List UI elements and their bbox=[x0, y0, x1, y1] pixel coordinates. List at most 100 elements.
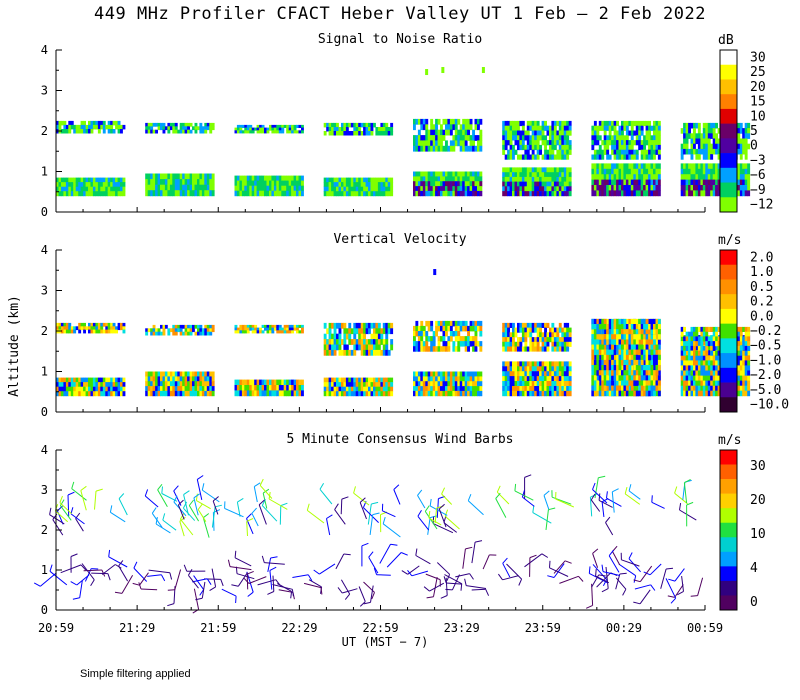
heat-cell bbox=[742, 190, 746, 197]
heat-cell bbox=[236, 185, 240, 192]
heat-cell bbox=[447, 371, 451, 377]
heat-cell bbox=[737, 390, 741, 397]
heat-cell bbox=[635, 149, 639, 155]
heat-cell bbox=[413, 381, 416, 387]
heat-cell bbox=[621, 390, 624, 397]
heat-cell bbox=[187, 184, 190, 191]
heat-cell bbox=[160, 179, 163, 186]
heat-cell bbox=[145, 371, 149, 377]
heat-cell bbox=[377, 339, 381, 345]
heat-cell bbox=[688, 122, 691, 129]
heat-cell bbox=[601, 163, 605, 170]
heat-cell bbox=[640, 130, 644, 136]
heat-cell bbox=[534, 371, 538, 377]
heat-cell bbox=[531, 337, 535, 343]
heat-cell bbox=[291, 379, 294, 386]
heat-cell bbox=[112, 129, 116, 134]
heat-cell bbox=[707, 190, 711, 197]
heat-cell bbox=[630, 380, 634, 386]
heat-cell bbox=[715, 168, 718, 175]
heat-cell bbox=[145, 376, 149, 382]
heat-cell bbox=[80, 182, 84, 188]
heat-cell bbox=[693, 168, 696, 175]
heat-cell bbox=[454, 124, 458, 131]
heat-cell bbox=[608, 390, 612, 397]
heat-cell bbox=[387, 386, 391, 392]
heat-cell bbox=[68, 191, 72, 197]
heat-cell bbox=[326, 386, 330, 392]
heat-cell bbox=[625, 140, 629, 146]
heat-cell bbox=[707, 380, 711, 387]
heat-cell bbox=[606, 168, 610, 175]
heat-cell bbox=[625, 370, 629, 376]
heat-cell bbox=[459, 176, 463, 182]
heat-cell bbox=[625, 163, 629, 170]
heat-cell bbox=[90, 191, 94, 197]
heat-cell bbox=[744, 350, 748, 356]
heat-cell bbox=[638, 125, 642, 131]
heat-cell bbox=[655, 163, 659, 170]
heat-cell bbox=[524, 366, 528, 372]
heat-cell bbox=[717, 190, 721, 197]
heat-cell bbox=[650, 354, 654, 361]
colorbar-swatch bbox=[720, 167, 737, 183]
heat-cell bbox=[298, 124, 302, 128]
heat-cell bbox=[653, 185, 656, 191]
heat-cell bbox=[107, 377, 111, 383]
heat-cell bbox=[97, 326, 101, 331]
heat-cell bbox=[509, 346, 513, 352]
heat-cell bbox=[680, 190, 684, 197]
heat-cell bbox=[462, 320, 466, 327]
heat-cell bbox=[507, 346, 510, 352]
wind-barb bbox=[248, 576, 267, 584]
wind-barb-feather bbox=[628, 552, 633, 559]
heat-cell bbox=[341, 349, 344, 356]
heat-cell bbox=[350, 122, 354, 128]
heat-cell bbox=[425, 320, 429, 327]
heat-cell bbox=[380, 391, 384, 397]
heat-cell bbox=[744, 331, 748, 337]
heat-cell bbox=[593, 120, 597, 127]
heat-cell bbox=[422, 386, 426, 392]
heat-cell bbox=[266, 324, 270, 328]
heat-cell bbox=[546, 322, 550, 328]
heat-cell bbox=[355, 391, 359, 397]
heat-cell bbox=[623, 179, 627, 186]
heat-cell bbox=[184, 190, 188, 197]
heat-cell bbox=[97, 382, 101, 388]
heat-cell bbox=[197, 331, 200, 336]
heat-cell bbox=[467, 331, 470, 337]
heat-cell bbox=[150, 184, 154, 191]
heat-cell bbox=[702, 375, 706, 382]
heat-cell bbox=[97, 377, 101, 383]
heat-cell bbox=[464, 371, 468, 377]
heat-cell bbox=[568, 149, 572, 155]
chart-main-title: 449 MHz Profiler CFACT Heber Valley UT 1… bbox=[94, 4, 706, 24]
heat-cell bbox=[341, 182, 344, 188]
heat-cell bbox=[266, 327, 270, 331]
heat-cell bbox=[197, 371, 200, 377]
heat-cell bbox=[427, 181, 431, 187]
heat-cell bbox=[360, 391, 364, 397]
heat-cell bbox=[625, 324, 629, 330]
heat-cell bbox=[509, 125, 513, 131]
heat-cell bbox=[343, 191, 347, 197]
heat-cell bbox=[657, 365, 661, 371]
heat-cell bbox=[556, 120, 560, 127]
heat-cell bbox=[683, 163, 686, 170]
heat-cell bbox=[514, 390, 518, 397]
heat-cell bbox=[546, 140, 550, 146]
heat-cell bbox=[209, 376, 213, 382]
heat-cell bbox=[469, 376, 473, 382]
heat-cell bbox=[596, 163, 600, 170]
heat-cell bbox=[73, 391, 77, 397]
heat-cell bbox=[328, 328, 332, 335]
heat-cell bbox=[447, 181, 451, 187]
heat-cell bbox=[430, 145, 434, 152]
heat-cell bbox=[199, 381, 203, 387]
heat-cell bbox=[710, 375, 714, 382]
heat-cell bbox=[621, 354, 624, 361]
heat-cell bbox=[556, 186, 560, 192]
heat-cell bbox=[425, 69, 429, 76]
heat-cell bbox=[623, 185, 627, 191]
